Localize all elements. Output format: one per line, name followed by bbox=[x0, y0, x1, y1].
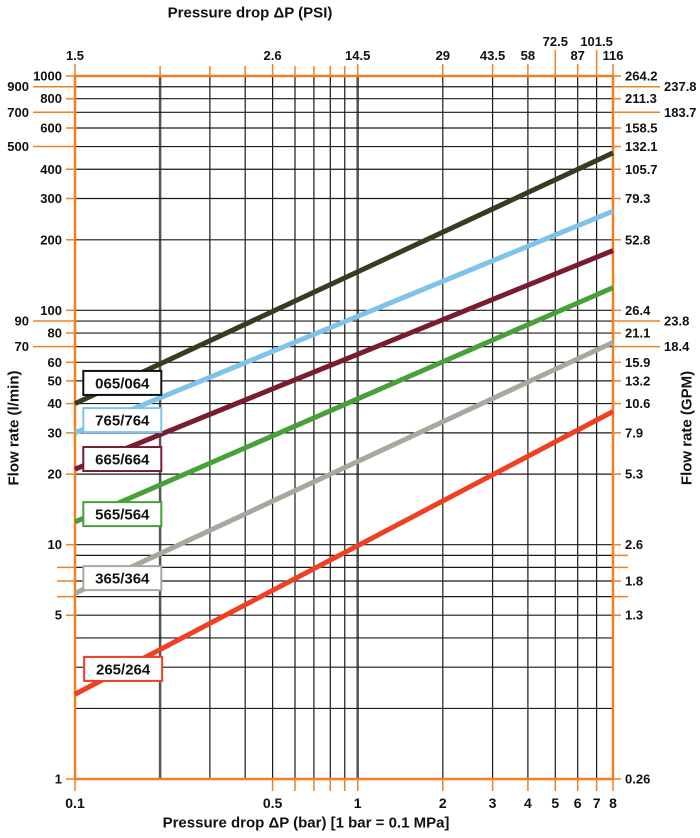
bottom-axis-tick-label: 6 bbox=[574, 795, 582, 811]
right-axis-title: Flow rate (GPM) bbox=[678, 370, 696, 486]
top-axis-tick-label: 29 bbox=[436, 48, 450, 63]
right-axis-tick-label: 15.9 bbox=[625, 355, 650, 370]
right-axis-tick-label: 26.4 bbox=[625, 303, 651, 318]
bottom-axis-tick-label: 2 bbox=[439, 795, 447, 811]
left-axis-tick-label: 70 bbox=[15, 339, 29, 354]
series-line-265-264 bbox=[73, 409, 615, 697]
series-line-565-564 bbox=[74, 285, 614, 525]
left-axis-tick-label: 10 bbox=[48, 537, 62, 552]
left-axis-tick-label: 90 bbox=[15, 314, 29, 329]
top-axis-title: Pressure drop ΔP (PSI) bbox=[167, 4, 333, 22]
left-axis-tick-label: 50 bbox=[48, 373, 62, 388]
right-axis-tick-label: 10.6 bbox=[625, 396, 650, 411]
series-label-365-364: 365/364 bbox=[95, 571, 150, 588]
bottom-axis-tick-label: 5 bbox=[551, 795, 559, 811]
top-axis-tick-label: 72.5 bbox=[543, 34, 568, 49]
series-label-265-264: 265/264 bbox=[96, 661, 151, 678]
series-label-565-564: 565/564 bbox=[95, 507, 150, 524]
bottom-axis-tick-label: 0.5 bbox=[263, 795, 283, 811]
top-axis-tick-label: 1.5 bbox=[66, 48, 84, 63]
series-label-box-365-364 bbox=[82, 565, 163, 592]
right-axis-tick-label: 2.6 bbox=[625, 537, 643, 552]
left-axis-tick-label: 900 bbox=[7, 79, 29, 94]
right-axis-tick-label: 105.7 bbox=[625, 162, 658, 177]
series-label-765-764: 765/764 bbox=[95, 413, 150, 430]
left-axis-tick-label: 1 bbox=[55, 772, 62, 787]
series-line-065-064 bbox=[73, 150, 615, 406]
bottom-axis-tick-label: 0.1 bbox=[65, 795, 85, 811]
right-axis-tick-label: 79.3 bbox=[625, 191, 650, 206]
top-axis-tick-label: 58 bbox=[521, 48, 535, 63]
right-axis-tick-label: 158.5 bbox=[625, 120, 658, 135]
right-axis-tick-label: 132.1 bbox=[625, 139, 658, 154]
left-axis-tick-label: 800 bbox=[40, 91, 62, 106]
left-axis-tick-label: 600 bbox=[40, 120, 62, 135]
right-axis-tick-label: 1.3 bbox=[625, 608, 643, 623]
top-axis-tick-label: 101.5 bbox=[580, 34, 613, 49]
top-axis-tick-label: 87 bbox=[570, 48, 584, 63]
left-axis-tick-label: 40 bbox=[48, 396, 62, 411]
top-axis-tick-label: 2.6 bbox=[264, 48, 282, 63]
series-label-box-565-564 bbox=[82, 501, 163, 528]
series-label-box-665-664 bbox=[82, 446, 163, 473]
top-axis-tick-label: 116 bbox=[603, 48, 624, 63]
series-line-365-364 bbox=[73, 340, 615, 596]
right-axis-tick-label: 1.8 bbox=[625, 573, 643, 588]
left-axis-tick-label: 400 bbox=[40, 162, 62, 177]
left-axis-tick-label: 500 bbox=[7, 139, 29, 154]
series-label-665-664: 665/664 bbox=[95, 452, 150, 469]
right-axis-tick-label: 264.2 bbox=[625, 69, 658, 84]
right-axis-tick-label: 183.7 bbox=[664, 105, 697, 120]
bottom-axis-tick-label: 1 bbox=[354, 795, 362, 811]
right-axis-tick-label: 237.8 bbox=[664, 79, 697, 94]
right-axis-tick-label: 23.8 bbox=[664, 314, 689, 329]
left-axis-tick-label: 700 bbox=[7, 105, 29, 120]
right-axis-tick-label: 52.8 bbox=[625, 232, 650, 247]
left-axis-tick-label: 300 bbox=[40, 191, 62, 206]
right-axis-tick-label: 18.4 bbox=[664, 339, 690, 354]
bottom-axis-tick-label: 7 bbox=[593, 795, 601, 811]
left-axis-tick-label: 200 bbox=[40, 232, 62, 247]
series-label-box-265-264 bbox=[83, 655, 164, 682]
left-axis-tick-label: 20 bbox=[48, 467, 62, 482]
right-axis-tick-label: 7.9 bbox=[625, 425, 643, 440]
bottom-axis-tick-label: 3 bbox=[489, 795, 497, 811]
bottom-axis-title: Pressure drop ΔP (bar) [1 bar = 0.1 MPa] bbox=[162, 814, 450, 832]
series-label-box-765-764 bbox=[82, 407, 163, 434]
top-axis-tick-label: 14.5 bbox=[345, 48, 370, 63]
left-axis-tick-label: 1000 bbox=[33, 69, 62, 84]
series-line-765-764 bbox=[74, 208, 614, 436]
top-axis-tick-label: 43.5 bbox=[480, 48, 505, 63]
right-axis-tick-label: 13.2 bbox=[625, 373, 650, 388]
plot-frame bbox=[73, 74, 615, 781]
series-label-065-064: 065/064 bbox=[95, 375, 150, 392]
bottom-axis-tick-label: 8 bbox=[609, 795, 617, 811]
left-axis-tick-label: 5 bbox=[55, 608, 62, 623]
series-label-box-065-064 bbox=[82, 369, 163, 396]
left-axis-title: Flow rate (l/min) bbox=[5, 370, 23, 486]
left-axis-tick-label: 80 bbox=[48, 326, 62, 341]
right-axis-tick-label: 211.3 bbox=[625, 91, 657, 106]
left-axis-tick-label: 100 bbox=[40, 303, 62, 318]
right-axis-tick-label: 5.3 bbox=[625, 467, 643, 482]
series-line-665-664 bbox=[74, 248, 614, 472]
left-axis-tick-label: 60 bbox=[48, 355, 62, 370]
right-axis-tick-label: 0.26 bbox=[625, 772, 650, 787]
right-axis-tick-label: 21.1 bbox=[625, 326, 650, 341]
left-axis-tick-label: 30 bbox=[48, 425, 62, 440]
bottom-axis-tick-label: 4 bbox=[524, 795, 532, 811]
